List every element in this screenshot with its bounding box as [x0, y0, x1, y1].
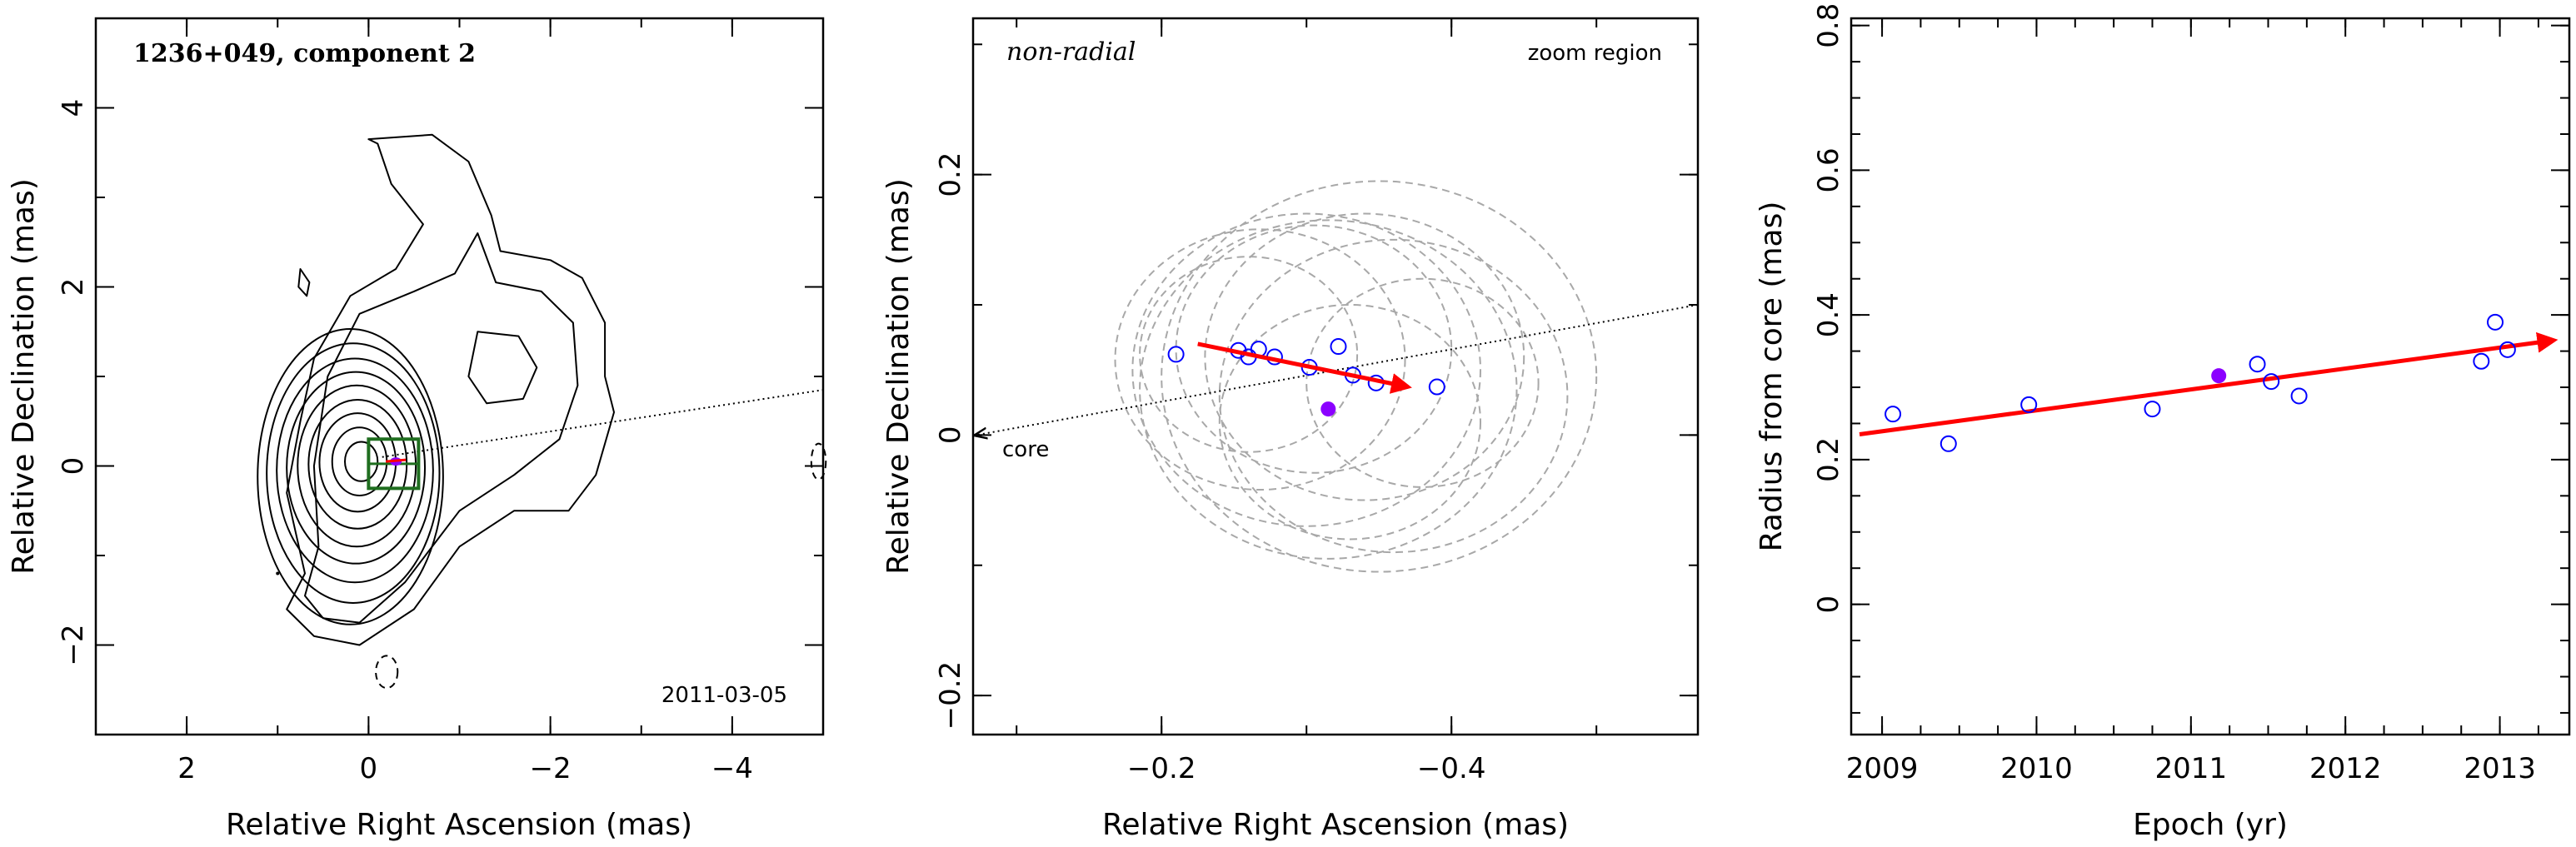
position-point — [1330, 338, 1347, 356]
beam-circle — [1204, 212, 1525, 501]
x-tick-label: −4 — [711, 752, 753, 785]
radius-vs-epoch-panel: 2009 2010 2011 2012 2013 0 0.2 0.4 0.6 0.8 Epoch … — [1755, 3, 2571, 842]
radius-point — [2473, 352, 2490, 370]
x-axis-label-3: Epoch (yr) — [2133, 808, 2288, 842]
contour-ring — [257, 328, 444, 625]
overlays — [1859, 331, 2559, 436]
contour-ring — [297, 384, 417, 548]
fit-arrow — [1859, 331, 2559, 436]
x-axis-label-1: Relative Right Ascension (mas) — [226, 808, 692, 842]
y-tick-label: −2 — [57, 624, 90, 665]
core-direction-line — [976, 304, 1699, 435]
contour-ring — [344, 441, 379, 482]
radius-point — [2144, 401, 2161, 418]
negative-contour — [375, 655, 399, 690]
contour-map-panel: 2 0 −2 −4 −2 0 2 4 1236+049, component 2 2011-0… — [7, 17, 827, 842]
x-tick-label: −0.4 — [1417, 752, 1486, 785]
component-arrow — [385, 458, 407, 463]
overlays — [976, 304, 1699, 435]
contour-ring — [286, 371, 427, 565]
y-tick-label: 0.4 — [1812, 292, 1845, 337]
axis-ticks: 2 0 −2 −4 −2 0 2 4 — [57, 17, 824, 785]
contour-ring — [266, 342, 441, 604]
x-tick-label: 2011 — [2155, 752, 2228, 785]
overlays — [367, 389, 824, 491]
beam-circle — [1161, 180, 1598, 573]
radius-point — [2020, 396, 2038, 413]
motion-arrow — [1197, 341, 1412, 394]
y-axis-label-1: Relative Declination (mas) — [7, 178, 41, 575]
y-tick-label: 2 — [57, 278, 90, 296]
observation-date: 2011-03-05 — [661, 683, 787, 708]
y-tick-label: 0 — [934, 426, 967, 445]
contour-ring — [276, 357, 434, 584]
radius-point — [2487, 313, 2504, 331]
x-tick-label: 2013 — [2464, 752, 2536, 785]
beam-circle — [1218, 238, 1569, 554]
y-tick-label: 0 — [1812, 595, 1845, 614]
contour-outer — [297, 268, 311, 297]
axis-ticks: −0.2 −0.4 −0.2 0 0.2 — [934, 18, 1698, 785]
y-axis-label-2: Relative Declination (mas) — [881, 178, 916, 575]
plot-frame-1 — [94, 17, 825, 736]
plot-frame-2 — [971, 17, 1700, 736]
zoom-region-label: zoom region — [1528, 41, 1662, 66]
beam-circle — [1305, 277, 1540, 488]
core-label: core — [1002, 437, 1049, 462]
position-point — [1167, 346, 1185, 363]
radius-point — [2249, 356, 2266, 373]
x-tick-label: 2010 — [2000, 752, 2073, 785]
plot-frame-3 — [1850, 17, 2571, 736]
radius-point — [2499, 341, 2516, 358]
x-tick-label: 2009 — [1846, 752, 1919, 785]
x-tick-label: −2 — [530, 752, 572, 785]
x-axis-label-2: Relative Right Ascension (mas) — [1102, 808, 1569, 842]
current-epoch-point — [2211, 368, 2227, 384]
core-direction-line — [382, 389, 824, 458]
contour-outer — [286, 133, 615, 646]
y-tick-label: −0.2 — [934, 661, 967, 730]
y-tick-label: 0.2 — [1812, 437, 1845, 482]
radius-point — [2263, 373, 2280, 391]
x-tick-label: 2012 — [2309, 752, 2382, 785]
x-tick-label: 2 — [177, 752, 196, 785]
contour-outer — [304, 232, 579, 624]
beam-circle — [1139, 256, 1359, 453]
radius-point — [1885, 406, 1902, 423]
radius-point — [1939, 435, 1957, 452]
contour-lines — [257, 133, 827, 690]
beam-circle — [1139, 219, 1518, 560]
data-points — [1885, 313, 2516, 452]
x-tick-label: −0.2 — [1127, 752, 1196, 785]
current-epoch-point — [1320, 401, 1336, 417]
data-points — [1167, 338, 1445, 417]
beam-circle — [1131, 212, 1481, 527]
zoom-region-panel: −0.2 −0.4−0.200.2 non-radial zoom region … — [881, 17, 1700, 842]
y-tick-label: 4 — [57, 99, 90, 117]
beam-circle — [1114, 228, 1406, 491]
x-tick-label: 0 — [360, 752, 378, 785]
axis-ticks: 2009 2010 2011 2012 2013 0 0.2 0.4 0.6 0.8 — [1812, 3, 2569, 785]
radius-point — [2290, 387, 2308, 405]
noise-dot — [276, 571, 280, 575]
negative-contour — [810, 442, 827, 481]
y-axis-label-3: Radius from core (mas) — [1755, 202, 1789, 552]
beam-circle — [1218, 304, 1482, 541]
y-tick-label: 0.8 — [1812, 3, 1845, 48]
y-tick-label: 0.2 — [934, 152, 967, 197]
panel-title-source: 1236+049, component 2 — [133, 39, 476, 68]
position-point — [1428, 378, 1445, 396]
contour-outer — [467, 331, 538, 405]
y-tick-label: 0.6 — [1812, 147, 1845, 192]
non-radial-label: non-radial — [1006, 37, 1136, 67]
y-tick-label: 0 — [57, 457, 90, 476]
